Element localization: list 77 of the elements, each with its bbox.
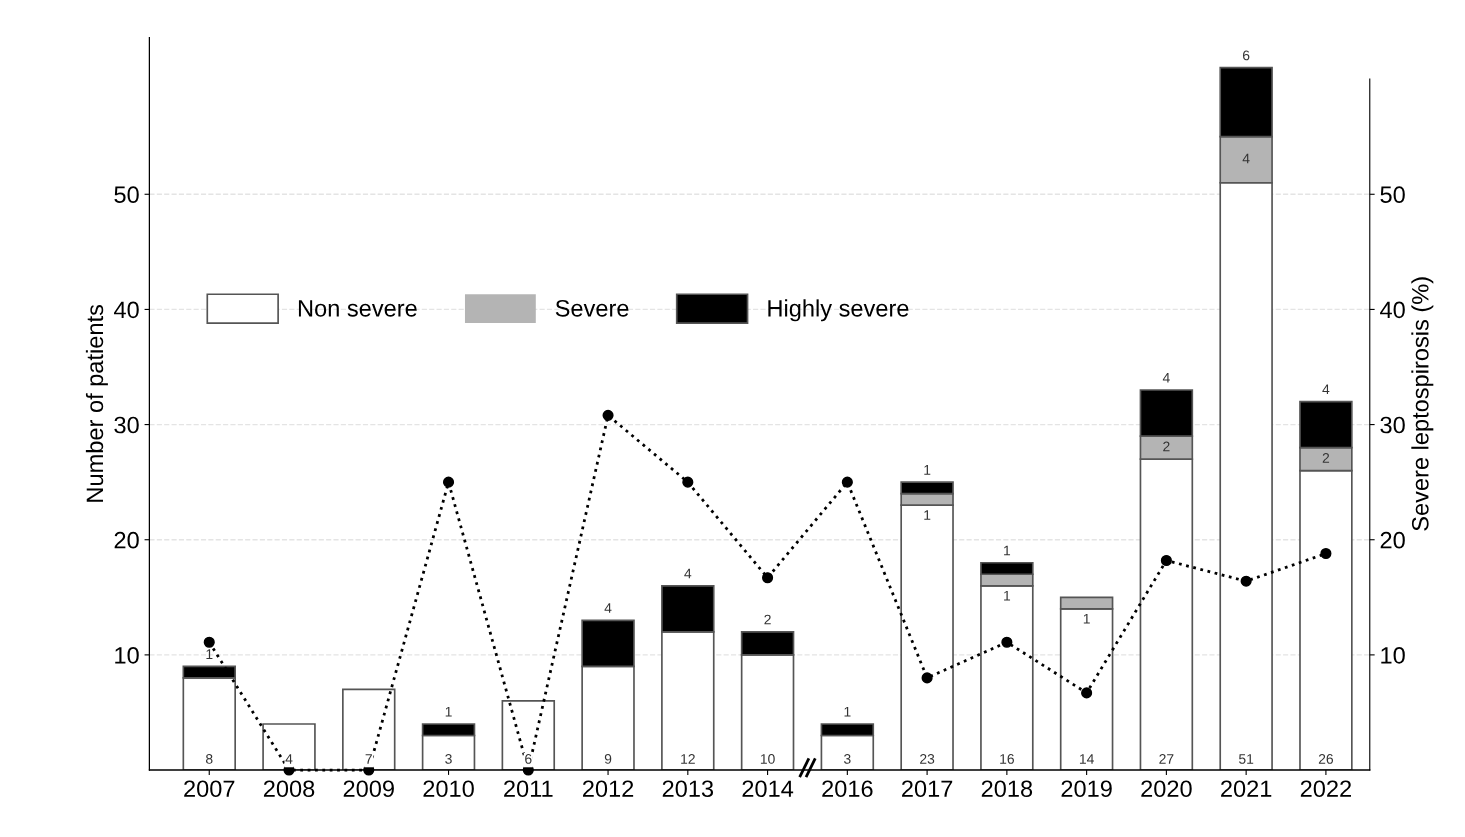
x-tick-label: 2016: [822, 780, 873, 798]
point: [203, 636, 215, 648]
data-label: 14: [1079, 754, 1094, 764]
y-tick-label: 10: [115, 646, 139, 664]
y2-tick-label: 50: [1380, 186, 1405, 204]
x-tick-label: 2017: [902, 780, 953, 798]
legend-label: Highly severe: [768, 299, 909, 322]
point: [1001, 636, 1013, 648]
point: [921, 672, 933, 684]
data-label: 6: [525, 754, 532, 764]
point: [1240, 575, 1252, 587]
x-tick-label: 2020: [1141, 780, 1192, 798]
data-label: 16: [1000, 754, 1014, 764]
data-label: 10: [760, 754, 775, 764]
data-label: 2: [764, 614, 771, 625]
data-label: 2: [1163, 441, 1170, 452]
data-label: 2: [1322, 453, 1330, 463]
data-label: 8: [205, 754, 213, 764]
x-tick-label: 2011: [504, 780, 553, 798]
x-tick-label: 2009: [343, 780, 394, 798]
data-label: 4: [684, 568, 692, 579]
data-label: 7: [365, 754, 372, 764]
data-label: 1: [1083, 613, 1090, 624]
data-label: 27: [1159, 754, 1174, 764]
y-axis-title: Number of patients: [85, 304, 108, 502]
data-label: 3: [445, 754, 452, 764]
x-tick-label: 2013: [662, 780, 714, 798]
x-tick-label: 2008: [263, 780, 315, 798]
data-label: 4: [285, 754, 293, 764]
point: [602, 409, 614, 421]
data-label: 1: [1004, 545, 1011, 556]
x-tick-label: 2021: [1221, 780, 1272, 798]
y-tick-label: 20: [114, 531, 139, 549]
x-tick-label: 2014: [742, 780, 794, 798]
x-tick-label: 2019: [1061, 780, 1112, 798]
data-label: 26: [1318, 754, 1334, 764]
data-label: 1: [206, 649, 213, 659]
y2-axis-title: Severe leptospirosis (%): [1411, 277, 1434, 531]
data-label: 1: [1004, 590, 1011, 601]
point: [442, 476, 455, 488]
x-tick-label: 2012: [582, 780, 634, 798]
data-label: 4: [604, 603, 612, 613]
data-label: 3: [844, 754, 851, 764]
legend-label: Non severe: [298, 300, 417, 317]
data-label: 9: [604, 754, 612, 764]
data-label: 4: [1242, 153, 1250, 164]
y2-tick-label: 10: [1381, 646, 1405, 664]
point: [762, 572, 774, 584]
x-tick-label: 2010: [423, 780, 474, 798]
data-label: 4: [1162, 372, 1170, 383]
y2-tick-label: 40: [1380, 301, 1405, 319]
bar: [262, 723, 316, 771]
point: [841, 476, 853, 488]
data-label: 6: [1242, 50, 1250, 61]
data-label: 4: [1322, 384, 1330, 395]
x-tick-label: 2018: [981, 780, 1033, 798]
y-tick-label: 50: [114, 186, 139, 204]
point: [1160, 554, 1172, 567]
point: [1081, 687, 1093, 699]
x-tick-label: 2022: [1300, 780, 1351, 798]
point: [1320, 547, 1332, 560]
point: [682, 476, 694, 488]
data-label: 1: [924, 465, 931, 475]
y2-tick-label: 20: [1380, 531, 1405, 549]
y-tick-label: 40: [113, 301, 139, 319]
data-label: 1: [924, 510, 931, 520]
data-label: 23: [920, 754, 935, 764]
y2-tick-label: 30: [1380, 416, 1405, 434]
y-tick-label: 30: [114, 416, 139, 434]
data-label: 12: [681, 754, 695, 764]
bar: [501, 700, 556, 771]
data-label: 1: [445, 706, 452, 717]
data-label: 1: [844, 706, 851, 717]
x-tick-label: 2007: [184, 780, 235, 798]
legend-label: Severe: [555, 299, 629, 317]
bar: [342, 688, 396, 771]
data-label: 51: [1238, 754, 1254, 764]
